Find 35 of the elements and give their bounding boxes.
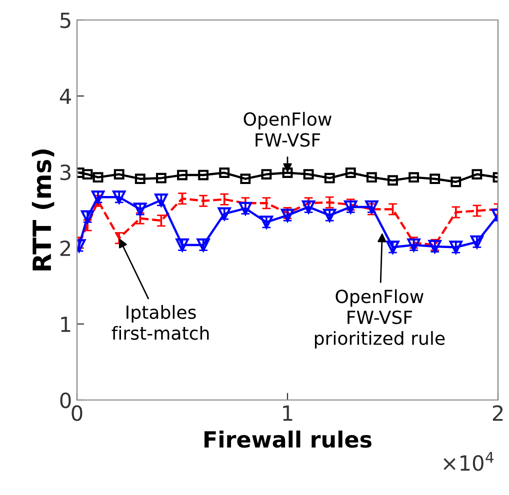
point bbox=[366, 172, 377, 183]
y-tick-label: 4 bbox=[60, 88, 71, 104]
point bbox=[408, 172, 420, 183]
point bbox=[177, 170, 188, 180]
text: ×10$^{4}$ bbox=[444, 452, 494, 471]
point bbox=[219, 168, 230, 178]
point bbox=[114, 169, 124, 180]
annotation: OpenFlow FW-VSF bbox=[244, 112, 332, 147]
point bbox=[240, 174, 251, 184]
y-tick-label: 0 bbox=[60, 392, 71, 408]
point bbox=[198, 170, 209, 180]
point bbox=[345, 168, 356, 178]
point bbox=[82, 169, 93, 180]
point bbox=[472, 169, 482, 180]
point bbox=[303, 169, 314, 180]
point bbox=[282, 168, 293, 178]
annotation: OpenFlow FW-VSF prioritized rule bbox=[314, 289, 445, 349]
point bbox=[261, 169, 272, 180]
y-axis-title: RTT (ms) bbox=[32, 150, 54, 270]
y-tick-label: 3 bbox=[60, 164, 70, 180]
point bbox=[134, 174, 146, 184]
y-tick-label: 1 bbox=[61, 316, 70, 332]
x-tick-label: 0 bbox=[72, 405, 82, 421]
point bbox=[430, 174, 440, 184]
point bbox=[156, 172, 166, 184]
point bbox=[388, 175, 398, 186]
y-tick-label: 5 bbox=[60, 12, 70, 28]
y-tick-label: 2 bbox=[60, 240, 70, 256]
annotation: Iptables first-match bbox=[112, 305, 209, 340]
x-tick-label: 2 bbox=[492, 405, 503, 421]
x-tick-label: 1 bbox=[283, 406, 292, 421]
x-axis-title: Firewall rules bbox=[204, 430, 372, 448]
point bbox=[92, 172, 104, 183]
point bbox=[324, 172, 335, 184]
point bbox=[450, 176, 462, 188]
